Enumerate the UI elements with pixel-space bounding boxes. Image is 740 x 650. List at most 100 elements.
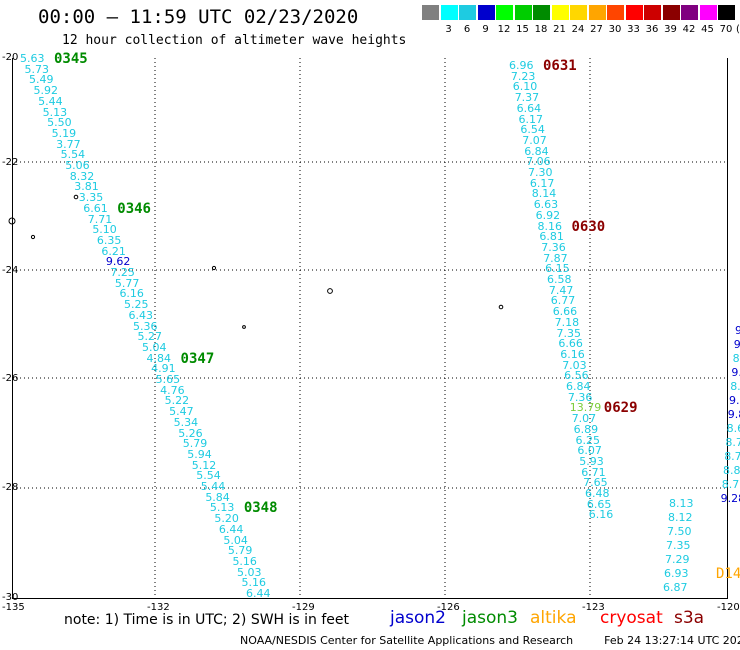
latitude-label: -26 bbox=[2, 373, 19, 384]
wave-height-value: 5.49 bbox=[29, 73, 54, 87]
edge-pass-label: D14 bbox=[716, 566, 740, 582]
wave-height-value: 6.61 bbox=[83, 201, 108, 215]
longitude-label: -132 bbox=[147, 602, 170, 613]
wave-height-value: 5.93 bbox=[579, 454, 604, 468]
wave-height-value: 7.18 bbox=[554, 315, 580, 329]
legend-label: 6 bbox=[463, 24, 471, 35]
wave-height-value: 5.20 bbox=[214, 512, 239, 526]
wave-height-value: 7.36 bbox=[567, 390, 593, 404]
legend-swatch bbox=[625, 5, 643, 20]
wave-height-value: 5.13 bbox=[209, 501, 235, 515]
wave-height-value: 8.16 bbox=[537, 219, 563, 233]
wave-height-value: 6.96 bbox=[509, 59, 534, 72]
wave-height-value: 8.32 bbox=[69, 169, 95, 183]
wave-height-value: 5.92 bbox=[33, 84, 59, 98]
longitude-label: -123 bbox=[582, 602, 605, 613]
wave-height-value: 5.50 bbox=[47, 116, 72, 130]
legend-swatch bbox=[570, 5, 587, 20]
wave-height-value: 7.50 bbox=[667, 525, 692, 538]
legend-swatch bbox=[607, 5, 624, 20]
legend-swatch bbox=[699, 5, 717, 20]
legend-swatch bbox=[533, 5, 550, 20]
latitude-label: -20 bbox=[2, 52, 19, 63]
wave-height-value: 7.23 bbox=[510, 69, 536, 83]
footer-note: note: 1) Time is in UTC; 2) SWH is in fe… bbox=[64, 612, 350, 628]
legend-swatch bbox=[440, 5, 458, 20]
wave-height-value: 6.84 bbox=[524, 144, 549, 158]
wave-height-value: 6.16 bbox=[119, 287, 144, 301]
wave-height-value: 7.65 bbox=[583, 476, 608, 490]
wave-height-value: 5.54 bbox=[196, 469, 221, 483]
wave-height-value: 6.44 bbox=[218, 522, 244, 536]
wave-height-value: 9.64 bbox=[729, 394, 740, 407]
wave-height-value: 5.54 bbox=[60, 148, 86, 162]
pass-time-label: 0346 bbox=[117, 200, 151, 217]
wave-height-value: 6.92 bbox=[535, 208, 561, 222]
wave-height-value: 7.06 bbox=[526, 155, 551, 169]
satellite-name: jason3 bbox=[462, 608, 518, 628]
wave-height-value: 4.76 bbox=[160, 383, 185, 397]
wave-height-value: 6.58 bbox=[547, 273, 572, 286]
wave-height-value: 6.25 bbox=[575, 433, 601, 447]
legend-label: 42 bbox=[682, 24, 696, 35]
wave-height-value: 9 bbox=[733, 338, 740, 351]
wave-height-value: 9.62 bbox=[105, 255, 131, 269]
wave-height-value: 6.93 bbox=[664, 567, 689, 580]
wave-height-value: 3.77 bbox=[56, 137, 81, 151]
pass-time-label: 0348 bbox=[243, 500, 278, 517]
longitude-label: -120 bbox=[717, 602, 740, 613]
page-title: 00:00 — 11:59 UTC 02/23/2020 bbox=[38, 6, 359, 28]
wave-height-value: 8.12 bbox=[668, 511, 693, 524]
satellite-name: jason2 bbox=[390, 608, 446, 628]
pass-time-label: 0630 bbox=[571, 218, 606, 235]
wave-height-value: 6.07 bbox=[577, 444, 602, 458]
wave-height-value: 6.43 bbox=[128, 308, 153, 322]
legend-label: 24 bbox=[571, 24, 585, 35]
wave-height-value: 3.35 bbox=[78, 191, 104, 205]
legend-label: 70 bbox=[719, 24, 733, 35]
wave-height-value: 5.79 bbox=[182, 437, 208, 451]
wave-height-value: 9.7 bbox=[731, 366, 740, 379]
legend-label: 3 bbox=[445, 24, 452, 35]
pass-time-label: 0631 bbox=[543, 58, 577, 74]
wave-height-value: 6.54 bbox=[520, 123, 545, 137]
wave-height-value: 6.21 bbox=[101, 244, 126, 258]
satellite-name: cryosat bbox=[600, 608, 663, 628]
pass-time-label: 0629 bbox=[603, 400, 638, 417]
wave-height-value: 5.47 bbox=[169, 405, 194, 419]
longitude-label: -126 bbox=[437, 602, 460, 613]
wave-height-value: 7.87 bbox=[543, 251, 568, 265]
longitude-label: -129 bbox=[292, 602, 315, 613]
wave-height-value: 5.34 bbox=[173, 415, 199, 429]
wave-height-value: 6.35 bbox=[96, 233, 122, 247]
legend-label: 9 bbox=[482, 24, 489, 35]
legend-label: 12 bbox=[497, 24, 511, 35]
legend-swatch bbox=[718, 5, 735, 20]
wave-height-value: 5.06 bbox=[65, 159, 90, 172]
wave-height-value: 6.66 bbox=[558, 337, 583, 351]
wave-height-value: 7.37 bbox=[514, 91, 540, 105]
legend-swatch bbox=[422, 5, 439, 20]
wave-height-value: 4.84 bbox=[146, 351, 172, 365]
legend-swatch bbox=[681, 5, 698, 20]
latitude-label: -22 bbox=[2, 157, 19, 168]
wave-height-value: 8 bbox=[732, 352, 740, 365]
satellite-name: altika bbox=[530, 608, 577, 628]
wave-height-value: 5.25 bbox=[123, 298, 149, 312]
wave-height-value: 6.63 bbox=[533, 198, 559, 212]
legend-label: 21 bbox=[553, 24, 566, 35]
wave-height-value: 6.17 bbox=[518, 112, 544, 126]
wave-height-value: 5.73 bbox=[24, 62, 50, 76]
wave-height-value: 5.63 bbox=[20, 52, 45, 65]
wave-height-value: 6.65 bbox=[586, 497, 612, 511]
wave-height-value: 4.91 bbox=[151, 362, 176, 376]
wave-height-value: 5.44 bbox=[200, 480, 226, 493]
wave-height-value: 5.04 bbox=[223, 533, 248, 547]
credit-text: NOAA/NESDIS Center for Satellite Applica… bbox=[240, 634, 574, 647]
wave-height-value: 13.79 bbox=[569, 401, 602, 415]
wave-height-value: 9.28 bbox=[720, 492, 740, 505]
wave-height-value: 6.89 bbox=[573, 422, 599, 436]
legend-swatch bbox=[662, 5, 680, 20]
island-outline bbox=[327, 288, 333, 294]
pass-time-label: 0347 bbox=[180, 350, 215, 367]
